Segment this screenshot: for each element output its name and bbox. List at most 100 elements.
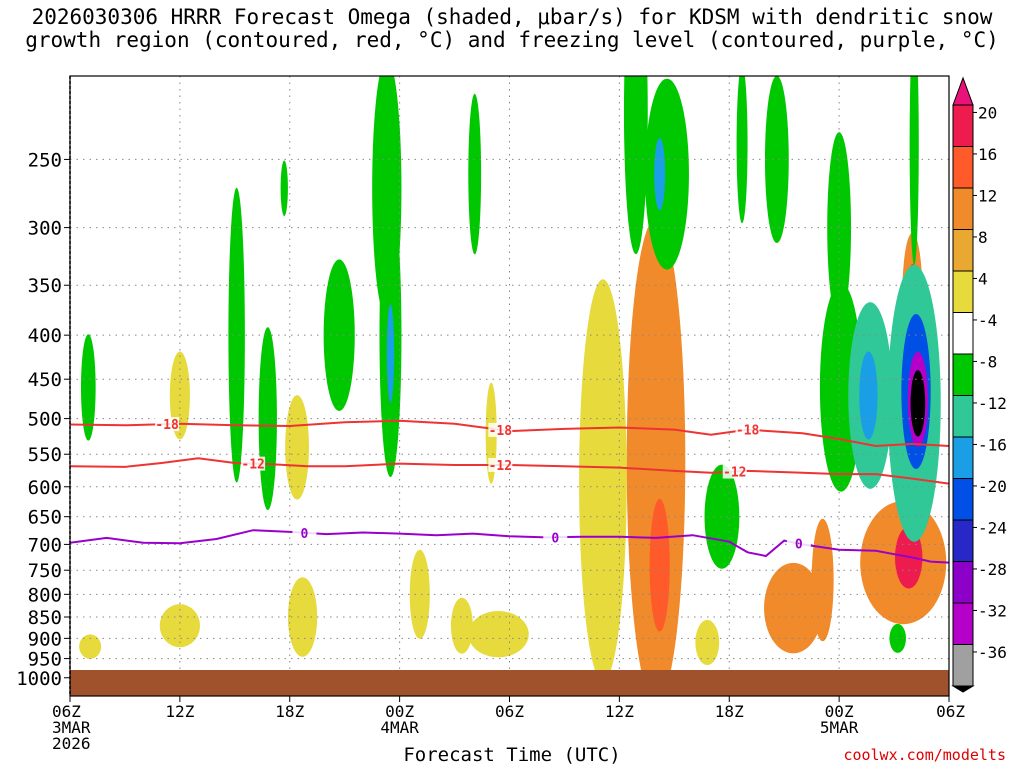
colorbar-label-13: -36: [978, 643, 1007, 662]
y-axis-ticks: 250 300 350 400 450 500 550 600 650 700 7508008509…: [16, 149, 70, 690]
y-tick-label-350: 350: [28, 275, 62, 297]
x-tick-label-0-2: 2026: [52, 734, 91, 753]
colorbar-swatch-13: [952, 644, 974, 687]
contour-label-bg: [292, 525, 317, 540]
y-tick-label-400: 400: [28, 325, 62, 347]
colorbar-swatch-7: [952, 395, 974, 438]
colorbar-swatch-6: [952, 353, 974, 396]
omega-blob-22: [280, 160, 288, 216]
x-tick-label-0-1: 3MAR: [52, 718, 91, 737]
colorbar-label-0: 20: [978, 103, 997, 122]
credit-link[interactable]: coolwx.com/modelts: [843, 746, 1006, 764]
y-tick-label-300: 300: [28, 218, 62, 240]
omega-blob-23: [323, 259, 355, 411]
contour-label-bg: [488, 457, 513, 472]
contour-label-bg: [735, 422, 760, 437]
colorbar-label-5: -4: [978, 311, 997, 330]
omega-blob-9: [579, 279, 627, 682]
omega-blob-5: [409, 549, 430, 639]
y-tick-label-600: 600: [28, 477, 62, 499]
colorbar-swatch-9: [952, 478, 974, 521]
x-tick-label-12-0: 18Z: [275, 702, 304, 721]
colorbar-swatch-4: [952, 270, 974, 313]
colorbar-swatch-1: [952, 146, 974, 189]
y-tick-label-1000: 1000: [16, 668, 62, 690]
contour-lines: -18 -18 -18 -12 -12 -12 0 0 0: [70, 417, 949, 564]
colorbar-swatch-3: [952, 229, 974, 272]
contour-label-dgz-minus18-0: -18: [155, 418, 179, 433]
x-tick-label-18-1: 4MAR: [380, 718, 419, 737]
omega-blob-29: [645, 78, 689, 270]
y-tick-label-500: 500: [28, 409, 62, 431]
colorbar-label-8: -16: [978, 435, 1007, 454]
colorbar-label-9: -20: [978, 477, 1007, 496]
omega-blob-10: [626, 218, 686, 696]
colorbar-label-2: 12: [978, 186, 997, 205]
omega-blob-11: [649, 498, 670, 632]
colorbar-label-4: 4: [978, 269, 988, 288]
contour-label-freezing-level-0: 0: [300, 527, 308, 542]
omega-blob-37: [859, 351, 878, 440]
omega-blob-32: [736, 76, 748, 224]
omega-blob-30: [654, 138, 666, 211]
y-tick-label-850: 850: [28, 607, 62, 629]
omega-blob-20: [228, 187, 245, 483]
x-tick-label-24-0: 06Z: [495, 702, 524, 721]
omega-blob-3: [285, 395, 309, 500]
colorbar: 20 16 12 8 4 -4 -8 -12 -16 -20 -24 -28 -32 -36: [951, 76, 1007, 693]
y-tick-label-800: 800: [28, 584, 62, 606]
colorbar-swatch-5: [952, 312, 974, 355]
colorbar-bottom-arrow: [951, 685, 975, 693]
contour-label-bg: [241, 456, 266, 471]
contour-label-dgz-minus12-2: -12: [723, 466, 746, 481]
y-tick-label-650: 650: [28, 507, 62, 529]
omega-blob-41: [910, 370, 926, 437]
omega-blob-26: [386, 304, 395, 403]
colorbar-label-6: -8: [978, 352, 997, 371]
omega-blob-6: [450, 597, 473, 654]
colorbar-swatch-10: [952, 519, 974, 562]
colorbar-label-10: -24: [978, 518, 1007, 537]
colorbar-swatch-0: [952, 104, 974, 147]
x-tick-label-18-0: 00Z: [385, 702, 414, 721]
omega-blob-12: [695, 619, 720, 666]
y-tick-label-900: 900: [28, 628, 62, 650]
colorbar-label-3: 8: [978, 228, 988, 247]
colorbar-top-arrow: [952, 76, 974, 106]
x-axis-label: Forecast Time (UTC): [403, 744, 621, 766]
contour-label-dgz-minus12-0: -12: [241, 458, 264, 473]
omega-blob-43: [889, 623, 906, 653]
omega-blob-4: [287, 577, 318, 657]
omega-shading: [79, 76, 947, 696]
omega-blob-13: [764, 562, 823, 654]
x-tick-label-6-0: 12Z: [165, 702, 194, 721]
contour-label-dgz-minus12-1: -12: [489, 459, 512, 474]
contour-label-bg: [543, 530, 568, 545]
omega-blob-14: [811, 518, 834, 642]
omega-blob-33: [764, 76, 789, 244]
contour-label-freezing-level-2: 0: [795, 538, 803, 553]
x-tick-label-30-0: 12Z: [605, 702, 634, 721]
ground-bar: [70, 670, 949, 696]
y-tick-label-250: 250: [28, 149, 62, 171]
contour-label-dgz-minus18-2: -18: [736, 424, 760, 439]
contour-label-bg: [722, 464, 747, 479]
y-tick-label-750: 750: [28, 560, 62, 582]
omega-blob-28: [623, 76, 648, 255]
omega-blob-35: [827, 132, 852, 324]
y-tick-label-550: 550: [28, 444, 62, 466]
chart-title: 2026030306 HRRR Forecast Omega (shaded, …: [25, 5, 999, 52]
contour-label-dgz-minus18-1: -18: [489, 424, 513, 439]
y-tick-label-700: 700: [28, 534, 62, 556]
colorbar-swatch-8: [952, 436, 974, 479]
x-tick-label-42-1: 5MAR: [820, 718, 859, 737]
x-tick-label-48-0: 06Z: [936, 702, 965, 721]
y-tick-label-450: 450: [28, 369, 62, 391]
colorbar-label-11: -28: [978, 560, 1007, 579]
omega-blob-21: [258, 327, 277, 511]
omega-blob-42: [909, 76, 919, 266]
colorbar-swatch-12: [952, 602, 974, 645]
contour-label-bg: [488, 422, 513, 437]
contour-dgz-minus18: [70, 419, 949, 448]
